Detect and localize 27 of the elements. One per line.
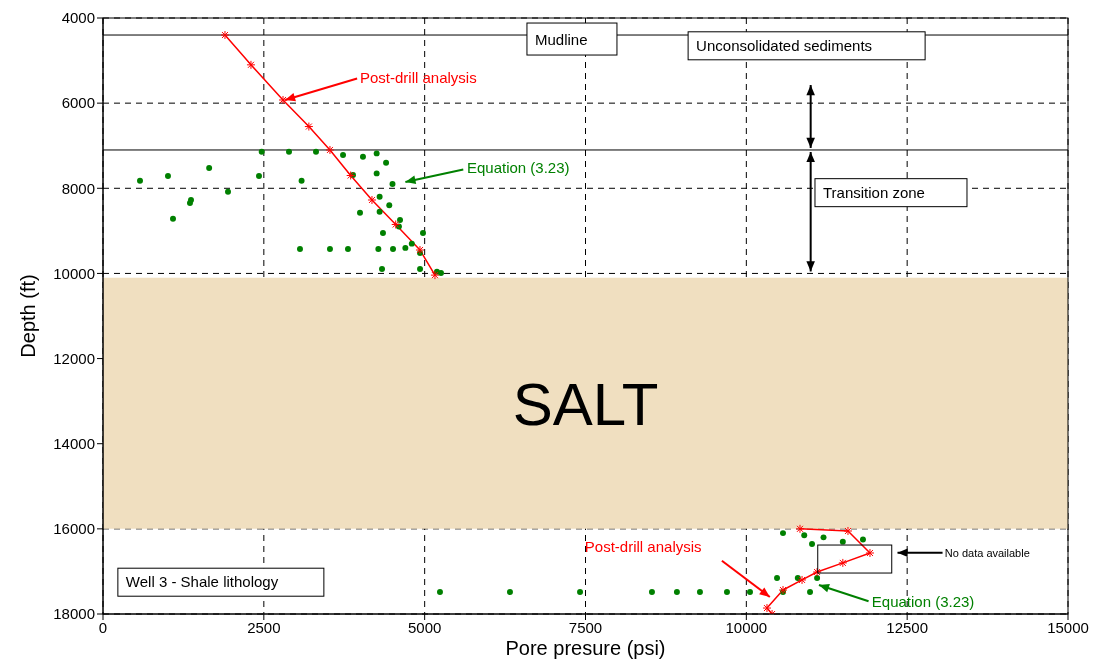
y-tick-label: 16000	[53, 520, 95, 538]
x-tick-label: 15000	[1047, 618, 1089, 636]
x-tick-label: 7500	[568, 618, 603, 636]
band-label: SALT	[512, 370, 659, 438]
ref-line-label: Mudline	[534, 31, 588, 49]
x-tick-label: 0	[98, 618, 108, 636]
annotation: Equation (3.23)	[467, 158, 570, 176]
x-tick-label: 10000	[725, 618, 768, 636]
y-tick-label: 4000	[61, 9, 95, 27]
annotation: No data available	[944, 546, 1030, 559]
y-tick-label: 14000	[53, 435, 95, 453]
annotation: Well 3 - Shale lithology	[125, 573, 279, 591]
y-axis-title: Depth (ft)	[17, 274, 40, 358]
x-tick-label: 2500	[247, 618, 281, 636]
x-tick-label: 12500	[886, 618, 929, 636]
annotation: Unconsolidated sediments	[696, 36, 873, 54]
annotation: Post-drill analysis	[584, 538, 702, 556]
y-tick-label: 8000	[61, 179, 95, 197]
annotation: Transition zone	[822, 183, 925, 201]
annotation: Post-drill analysis	[360, 69, 477, 87]
x-tick-label: 5000	[407, 618, 442, 636]
annotation: Equation (3.23)	[871, 593, 975, 611]
y-tick-label: 18000	[53, 605, 95, 623]
y-tick-label: 6000	[61, 94, 95, 112]
x-axis-title: Pore presure (psi)	[505, 637, 666, 659]
y-tick-label: 12000	[53, 349, 95, 367]
y-tick-label: 10000	[53, 264, 95, 282]
